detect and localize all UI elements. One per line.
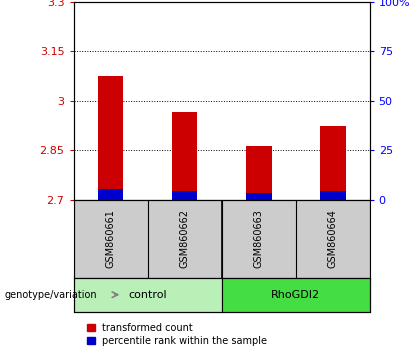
Bar <box>172 113 197 200</box>
Text: GSM860661: GSM860661 <box>105 210 116 268</box>
Text: RhoGDI2: RhoGDI2 <box>271 290 320 300</box>
Text: GSM860662: GSM860662 <box>179 210 189 268</box>
Bar <box>246 193 271 200</box>
Text: GSM860664: GSM860664 <box>328 210 338 268</box>
Bar <box>97 189 123 200</box>
Bar <box>74 278 222 312</box>
Bar <box>222 278 370 312</box>
Text: genotype/variation: genotype/variation <box>4 290 97 300</box>
Bar <box>172 192 197 200</box>
Text: GSM860663: GSM860663 <box>254 210 264 268</box>
Legend: transformed count, percentile rank within the sample: transformed count, percentile rank withi… <box>87 323 267 346</box>
Bar <box>246 147 271 200</box>
Bar <box>97 76 123 200</box>
Bar <box>320 191 346 200</box>
Bar <box>320 126 346 200</box>
Text: control: control <box>128 290 167 300</box>
